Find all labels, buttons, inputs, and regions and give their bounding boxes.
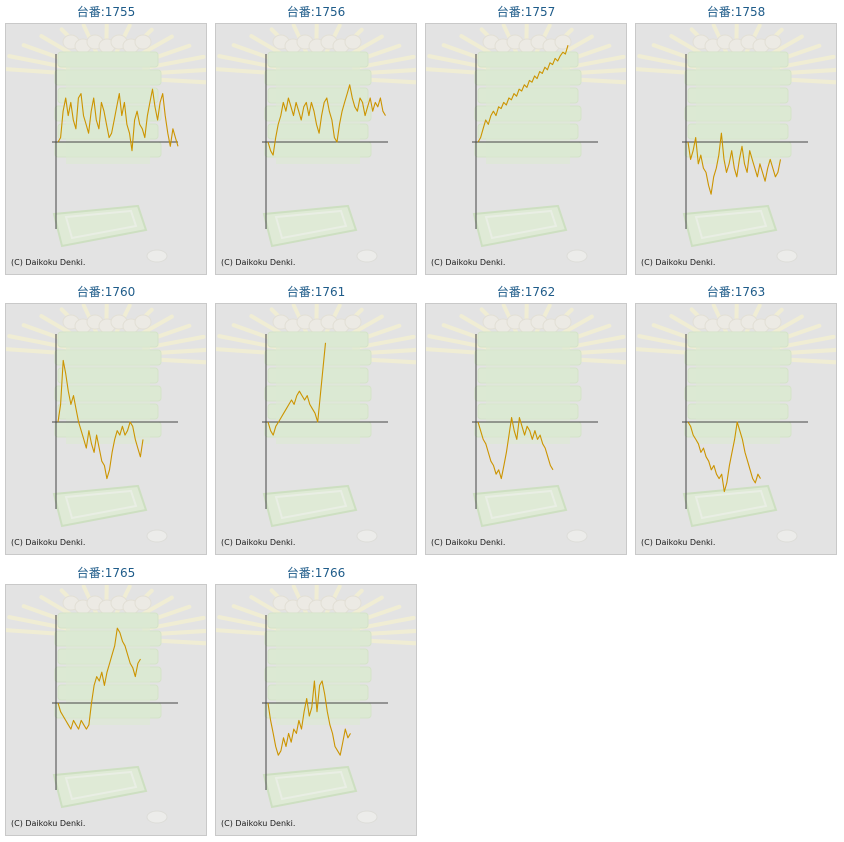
slump-graph-panel[interactable]: (C) Daikoku Denki. <box>5 303 207 555</box>
machine-card: 台番:1755 (C) Daikoku Denki. <box>5 0 207 275</box>
copyright-text: (C) Daikoku Denki. <box>431 258 506 267</box>
machine-number-link[interactable]: 台番:1766 <box>286 566 346 580</box>
slump-graph-panel[interactable]: (C) Daikoku Denki. <box>215 303 417 555</box>
machine-illustration <box>216 304 416 543</box>
slump-graph <box>636 24 836 263</box>
slump-graph-panel[interactable]: (C) Daikoku Denki. <box>635 23 837 275</box>
copyright-text: (C) Daikoku Denki. <box>11 538 86 547</box>
machine-illustration <box>6 304 206 543</box>
machine-illustration <box>6 585 206 824</box>
payout-series-line <box>477 417 554 480</box>
machine-number-link[interactable]: 台番:1762 <box>496 285 556 299</box>
slump-graph-panel[interactable]: (C) Daikoku Denki. <box>215 584 417 836</box>
copyright-text: (C) Daikoku Denki. <box>641 538 716 547</box>
payout-series-line <box>267 680 351 756</box>
machine-number-link[interactable]: 台番:1758 <box>706 5 766 19</box>
machine-illustration <box>636 304 836 543</box>
slump-graph-panel[interactable]: (C) Daikoku Denki. <box>425 23 627 275</box>
slump-graph-panel[interactable]: (C) Daikoku Denki. <box>5 584 207 836</box>
copyright-text: (C) Daikoku Denki. <box>221 819 296 828</box>
slump-graph <box>6 585 206 824</box>
slump-graph <box>636 304 836 543</box>
payout-series-line <box>57 627 141 730</box>
machine-illustration <box>216 585 416 824</box>
machine-number-link[interactable]: 台番:1765 <box>76 566 136 580</box>
machine-card: 台番:1758 (C) Daikoku Denki. <box>635 0 837 275</box>
machine-illustration <box>216 24 416 263</box>
payout-series-line <box>477 45 569 143</box>
copyright-text: (C) Daikoku Denki. <box>11 258 86 267</box>
payout-series-line <box>57 88 179 152</box>
slump-graph-panel[interactable]: (C) Daikoku Denki. <box>425 303 627 555</box>
machine-number-link[interactable]: 台番:1756 <box>286 5 346 19</box>
machine-card: 台番:1765 (C) Daikoku Denki. <box>5 561 207 836</box>
machine-card: 台番:1766 (C) Daikoku Denki. <box>215 561 417 836</box>
payout-series-line <box>267 84 386 156</box>
machine-card: 台番:1763 (C) Daikoku Denki. <box>635 280 837 555</box>
slump-graph-panel[interactable]: (C) Daikoku Denki. <box>5 23 207 275</box>
payout-series-line <box>687 421 761 493</box>
slump-graph <box>216 585 416 824</box>
machine-number-link[interactable]: 台番:1761 <box>286 285 346 299</box>
machine-card: 台番:1756 (C) Daikoku Denki. <box>215 0 417 275</box>
slump-graph <box>6 304 206 543</box>
slump-graph <box>426 304 626 543</box>
machine-card: 台番:1757 (C) Daikoku Denki. <box>425 0 627 275</box>
slump-graph <box>216 24 416 263</box>
slump-graph <box>426 24 626 263</box>
machine-number-link[interactable]: 台番:1757 <box>496 5 556 19</box>
copyright-text: (C) Daikoku Denki. <box>221 538 296 547</box>
machine-illustration <box>426 304 626 543</box>
slump-graph-panel[interactable]: (C) Daikoku Denki. <box>635 303 837 555</box>
copyright-text: (C) Daikoku Denki. <box>221 258 296 267</box>
slump-graph <box>216 304 416 543</box>
machine-number-link[interactable]: 台番:1763 <box>706 285 766 299</box>
machine-card: 台番:1760 (C) Daikoku Denki. <box>5 280 207 555</box>
machine-illustration <box>426 24 626 263</box>
machine-illustration <box>6 24 206 263</box>
copyright-text: (C) Daikoku Denki. <box>641 258 716 267</box>
payout-series-line <box>267 342 327 436</box>
payout-series-line <box>687 132 782 195</box>
machine-illustration <box>636 24 836 263</box>
slump-graph <box>6 24 206 263</box>
machine-card: 台番:1762 (C) Daikoku Denki. <box>425 280 627 555</box>
machine-card: 台番:1761 (C) Daikoku Denki. <box>215 280 417 555</box>
copyright-text: (C) Daikoku Denki. <box>11 819 86 828</box>
machine-number-link[interactable]: 台番:1760 <box>76 285 136 299</box>
copyright-text: (C) Daikoku Denki. <box>431 538 506 547</box>
machine-number-link[interactable]: 台番:1755 <box>76 5 136 19</box>
payout-series-line <box>57 359 144 480</box>
slump-graph-panel[interactable]: (C) Daikoku Denki. <box>215 23 417 275</box>
